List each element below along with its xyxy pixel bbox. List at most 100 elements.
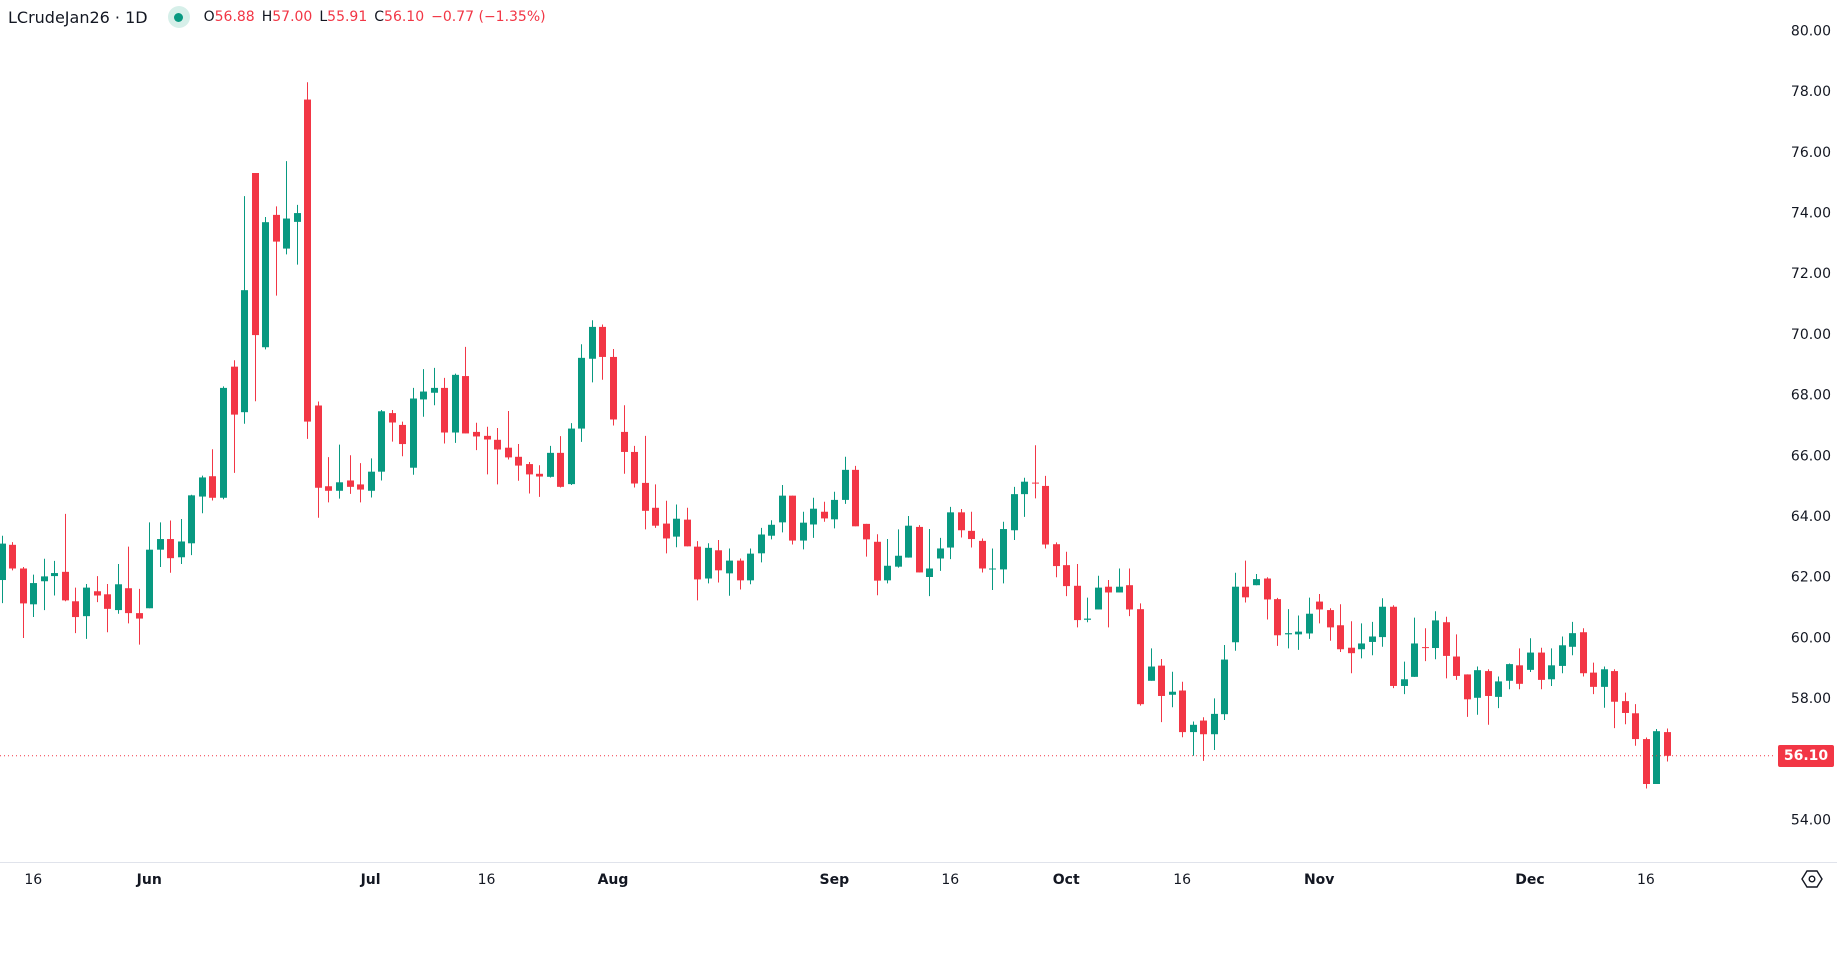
candle <box>262 217 269 350</box>
candle-body <box>684 519 691 547</box>
candle-body <box>1622 701 1629 713</box>
price-axis[interactable]: 80.00 78.00 76.00 74.00 72.00 70.00 68.00 66.00… <box>1791 23 1831 828</box>
candle <box>1179 681 1186 738</box>
candle-body <box>420 391 427 400</box>
status-dot <box>174 12 184 22</box>
candle-body <box>1021 481 1028 495</box>
candle-body <box>399 424 406 445</box>
price-tick-label: 78.00 <box>1791 84 1831 100</box>
candle-body <box>515 456 522 466</box>
candle-body <box>1063 565 1070 587</box>
candle-body <box>926 568 933 577</box>
candle <box>705 543 712 584</box>
candle <box>1622 692 1629 725</box>
candle <box>779 485 786 533</box>
candle <box>188 494 195 556</box>
candle <box>1116 568 1123 593</box>
candle <box>273 206 280 296</box>
candle <box>1285 609 1292 649</box>
candle-body <box>294 213 301 222</box>
candle <box>62 513 69 602</box>
candle <box>578 344 585 442</box>
candle-body <box>1295 631 1302 635</box>
candle-body <box>1506 664 1513 681</box>
candle-body <box>789 495 796 541</box>
candle <box>715 539 722 583</box>
candle <box>146 522 153 609</box>
candle <box>431 367 438 406</box>
candle <box>51 560 58 596</box>
candle <box>1653 729 1660 784</box>
candle-body <box>30 583 37 605</box>
candle-body <box>937 548 944 559</box>
candle <box>1306 597 1313 639</box>
candle-body <box>642 482 649 511</box>
candle <box>125 546 132 624</box>
candle <box>1664 728 1671 762</box>
candle-body <box>1538 652 1545 680</box>
candle-body <box>389 413 396 423</box>
candle-body <box>1527 652 1534 670</box>
candle <box>568 423 575 486</box>
candle <box>800 511 807 550</box>
candle <box>652 484 659 528</box>
candle <box>1464 674 1471 717</box>
candle-body <box>51 573 58 577</box>
candle-body <box>1432 620 1439 649</box>
candle <box>1611 669 1618 729</box>
candle-body <box>863 523 870 540</box>
candle-body <box>505 447 512 458</box>
candle <box>1538 647 1545 690</box>
low-value: 55.91 <box>327 9 368 25</box>
candle <box>136 588 143 645</box>
candle <box>1453 634 1460 680</box>
candle-body <box>568 428 575 485</box>
candle-body <box>157 539 164 550</box>
market-status-icon[interactable] <box>167 6 190 28</box>
candle-body <box>621 431 628 452</box>
open-label: O <box>203 9 215 25</box>
symbol-title[interactable]: LCrudeJan26 · 1D <box>8 7 148 27</box>
candle-body <box>705 547 712 579</box>
candle <box>178 519 185 564</box>
price-tick-label: 68.00 <box>1791 388 1831 404</box>
candle <box>209 449 216 501</box>
candle <box>1327 608 1334 641</box>
last-price-label: 56.10 <box>1778 744 1834 767</box>
candle-body <box>1422 647 1429 649</box>
candle-body <box>1569 633 1576 647</box>
candle-body <box>821 511 828 519</box>
time-axis[interactable]: 16 Jun Jul 16 Aug Sep 16 Oct 16 Nov Dec 16 <box>24 872 1655 888</box>
candle-body <box>1337 625 1344 650</box>
candle-body <box>1158 665 1165 696</box>
candle-body <box>220 387 227 498</box>
candle <box>283 161 290 255</box>
candle-body <box>1580 632 1587 674</box>
candle-body <box>1032 482 1039 484</box>
candle-body <box>1116 586 1123 593</box>
candle <box>252 173 259 402</box>
candle <box>1000 521 1007 584</box>
candle <box>937 537 944 571</box>
candle <box>1337 604 1344 652</box>
candle <box>347 455 354 494</box>
candle <box>1221 644 1228 720</box>
candle-body <box>1190 724 1197 733</box>
candle-body <box>304 99 311 422</box>
candle-body <box>83 587 90 617</box>
candle <box>505 410 512 460</box>
gear-icon[interactable] <box>1801 869 1823 889</box>
candle <box>199 475 206 514</box>
candle-body <box>1274 599 1281 636</box>
candle <box>1264 577 1271 620</box>
candle <box>1432 611 1439 660</box>
candle <box>1032 445 1039 499</box>
candle <box>1200 717 1207 761</box>
candle <box>220 386 227 500</box>
candle <box>452 373 459 443</box>
candle <box>810 497 817 538</box>
candle-body <box>968 530 975 540</box>
time-tick-label: 16 <box>941 872 959 888</box>
